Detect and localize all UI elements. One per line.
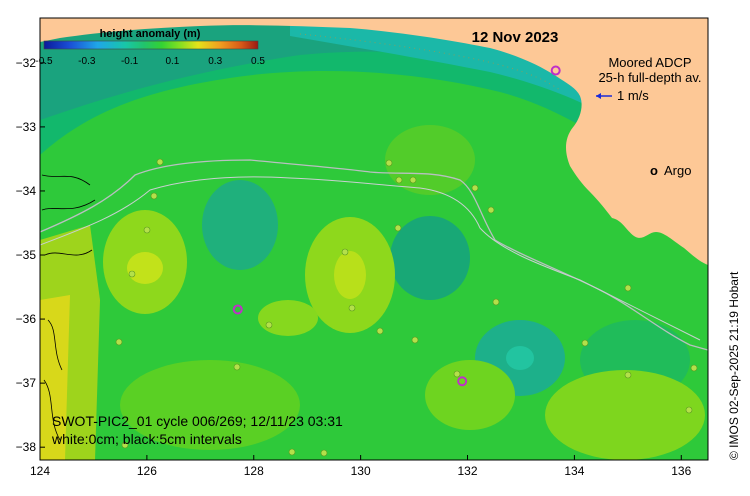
eddy-3-core [506,346,534,370]
x-tick-label: 132 [458,464,478,478]
colorbar-tick-label: -0.1 [121,56,139,67]
credit-text: © IMOS 02-Sep-2025 21:19 Hobart [727,271,741,460]
high-6 [120,360,300,450]
colorbar-ramp [43,40,259,50]
x-tick-label: 124 [30,464,50,478]
y-tick-label: −36 [16,312,37,326]
swot-swath-contours [41,174,96,441]
isobath-2 [40,176,701,341]
colorbar-tick-label: -0.5 [35,56,53,67]
argo-legend-symbol: o [650,163,658,178]
high-1-core [127,252,163,284]
map-plot-area [40,18,708,460]
high-5 [425,360,515,430]
colorbar-tick-label: 0.1 [165,56,179,67]
high-2-core [334,251,366,299]
x-tick-label: 134 [564,464,584,478]
swot-caption-line2: white:0cm; black:5cm intervals [51,431,242,447]
adcp-scale-label: 1 m/s [617,88,649,103]
argo-legend-label: Argo [664,163,691,178]
x-tick-label: 126 [137,464,157,478]
coast-stations [299,33,561,91]
argo-float-marker[interactable] [232,304,243,315]
y-tick-label: −33 [16,120,37,134]
x-tick-label: 136 [671,464,691,478]
argo-float-marker[interactable] [457,376,468,387]
date-title: 12 Nov 2023 [472,29,559,46]
argo-legend: o Argo [650,163,691,178]
land [40,18,708,265]
x-tick-label: 128 [244,464,264,478]
plot-frame [39,17,709,461]
argo-float-marker[interactable] [550,65,561,76]
colorbar-title: height anomaly (m) [100,28,201,40]
colorbar: height anomaly (m) -0.5 -0.3 -0.1 0.1 0.3 0.5 [35,28,265,67]
y-tick-label: −38 [16,440,37,454]
colorbar-tick-label: -0.3 [78,56,96,67]
argo-markers [232,65,561,387]
y-axis-ticks: −32 −33 −34 −35 −36 −37 −38 [16,56,45,454]
colorbar-ticks: -0.5 -0.3 -0.1 0.1 0.3 0.5 [35,56,265,67]
x-tick-label: 130 [351,464,371,478]
adcp-legend-line2: 25-h full-depth av. [598,70,701,85]
adcp-arrow-head [596,93,601,99]
swot-swath-high [40,295,70,460]
y-tick-label: −37 [16,376,37,390]
y-tick-label: −35 [16,248,37,262]
colorbar-tick-label: 0.5 [251,56,265,67]
eddy-2 [390,216,470,300]
y-tick-label: −32 [16,56,37,70]
high-3 [258,300,318,336]
high-4 [545,370,705,460]
x-axis-ticks: 124 126 128 130 132 134 136 [30,455,692,478]
swot-caption-line1: SWOT-PIC2_01 cycle 006/269; 12/11/23 03:… [52,413,343,429]
high-7 [385,125,475,195]
adcp-legend-line1: Moored ADCP [608,55,691,70]
colorbar-tick-label: 0.3 [208,56,222,67]
eddy-1 [202,180,278,270]
swot-caption: SWOT-PIC2_01 cycle 006/269; 12/11/23 03:… [51,413,343,447]
adcp-legend: Moored ADCP 25-h full-depth av. 1 m/s [596,55,702,103]
y-tick-label: −34 [16,184,37,198]
drifter-dots [115,158,698,457]
